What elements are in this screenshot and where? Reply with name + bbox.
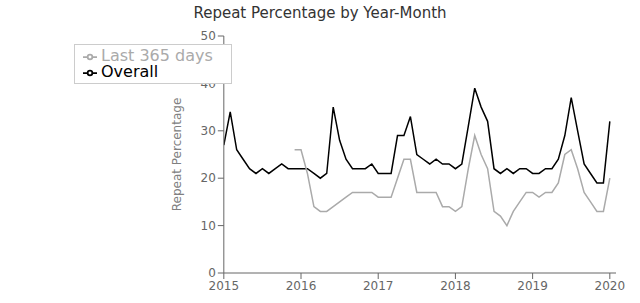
svg-text:2019: 2019	[517, 279, 548, 293]
svg-text:2016: 2016	[286, 279, 317, 293]
svg-text:50: 50	[201, 29, 216, 43]
html-text:Repeat Percentage by Year-Mont: Repeat Percentage by Year-Month	[193, 4, 447, 22]
svg-text:2017: 2017	[363, 279, 394, 293]
svg-text:2015: 2015	[209, 279, 240, 293]
svg-text:2018: 2018	[440, 279, 471, 293]
svg-text:0: 0	[208, 266, 216, 280]
svg-text:Repeat Percentage: Repeat Percentage	[170, 98, 184, 212]
svg-text:20: 20	[201, 171, 216, 185]
svg-text:30: 30	[201, 124, 216, 138]
svg-text:40: 40	[201, 77, 216, 91]
html-text:Overall: Overall	[101, 62, 159, 81]
svg-text:2020: 2020	[595, 279, 626, 293]
html-text:Last 365 days: Last 365 days	[101, 46, 213, 65]
svg-text:10: 10	[201, 219, 216, 233]
